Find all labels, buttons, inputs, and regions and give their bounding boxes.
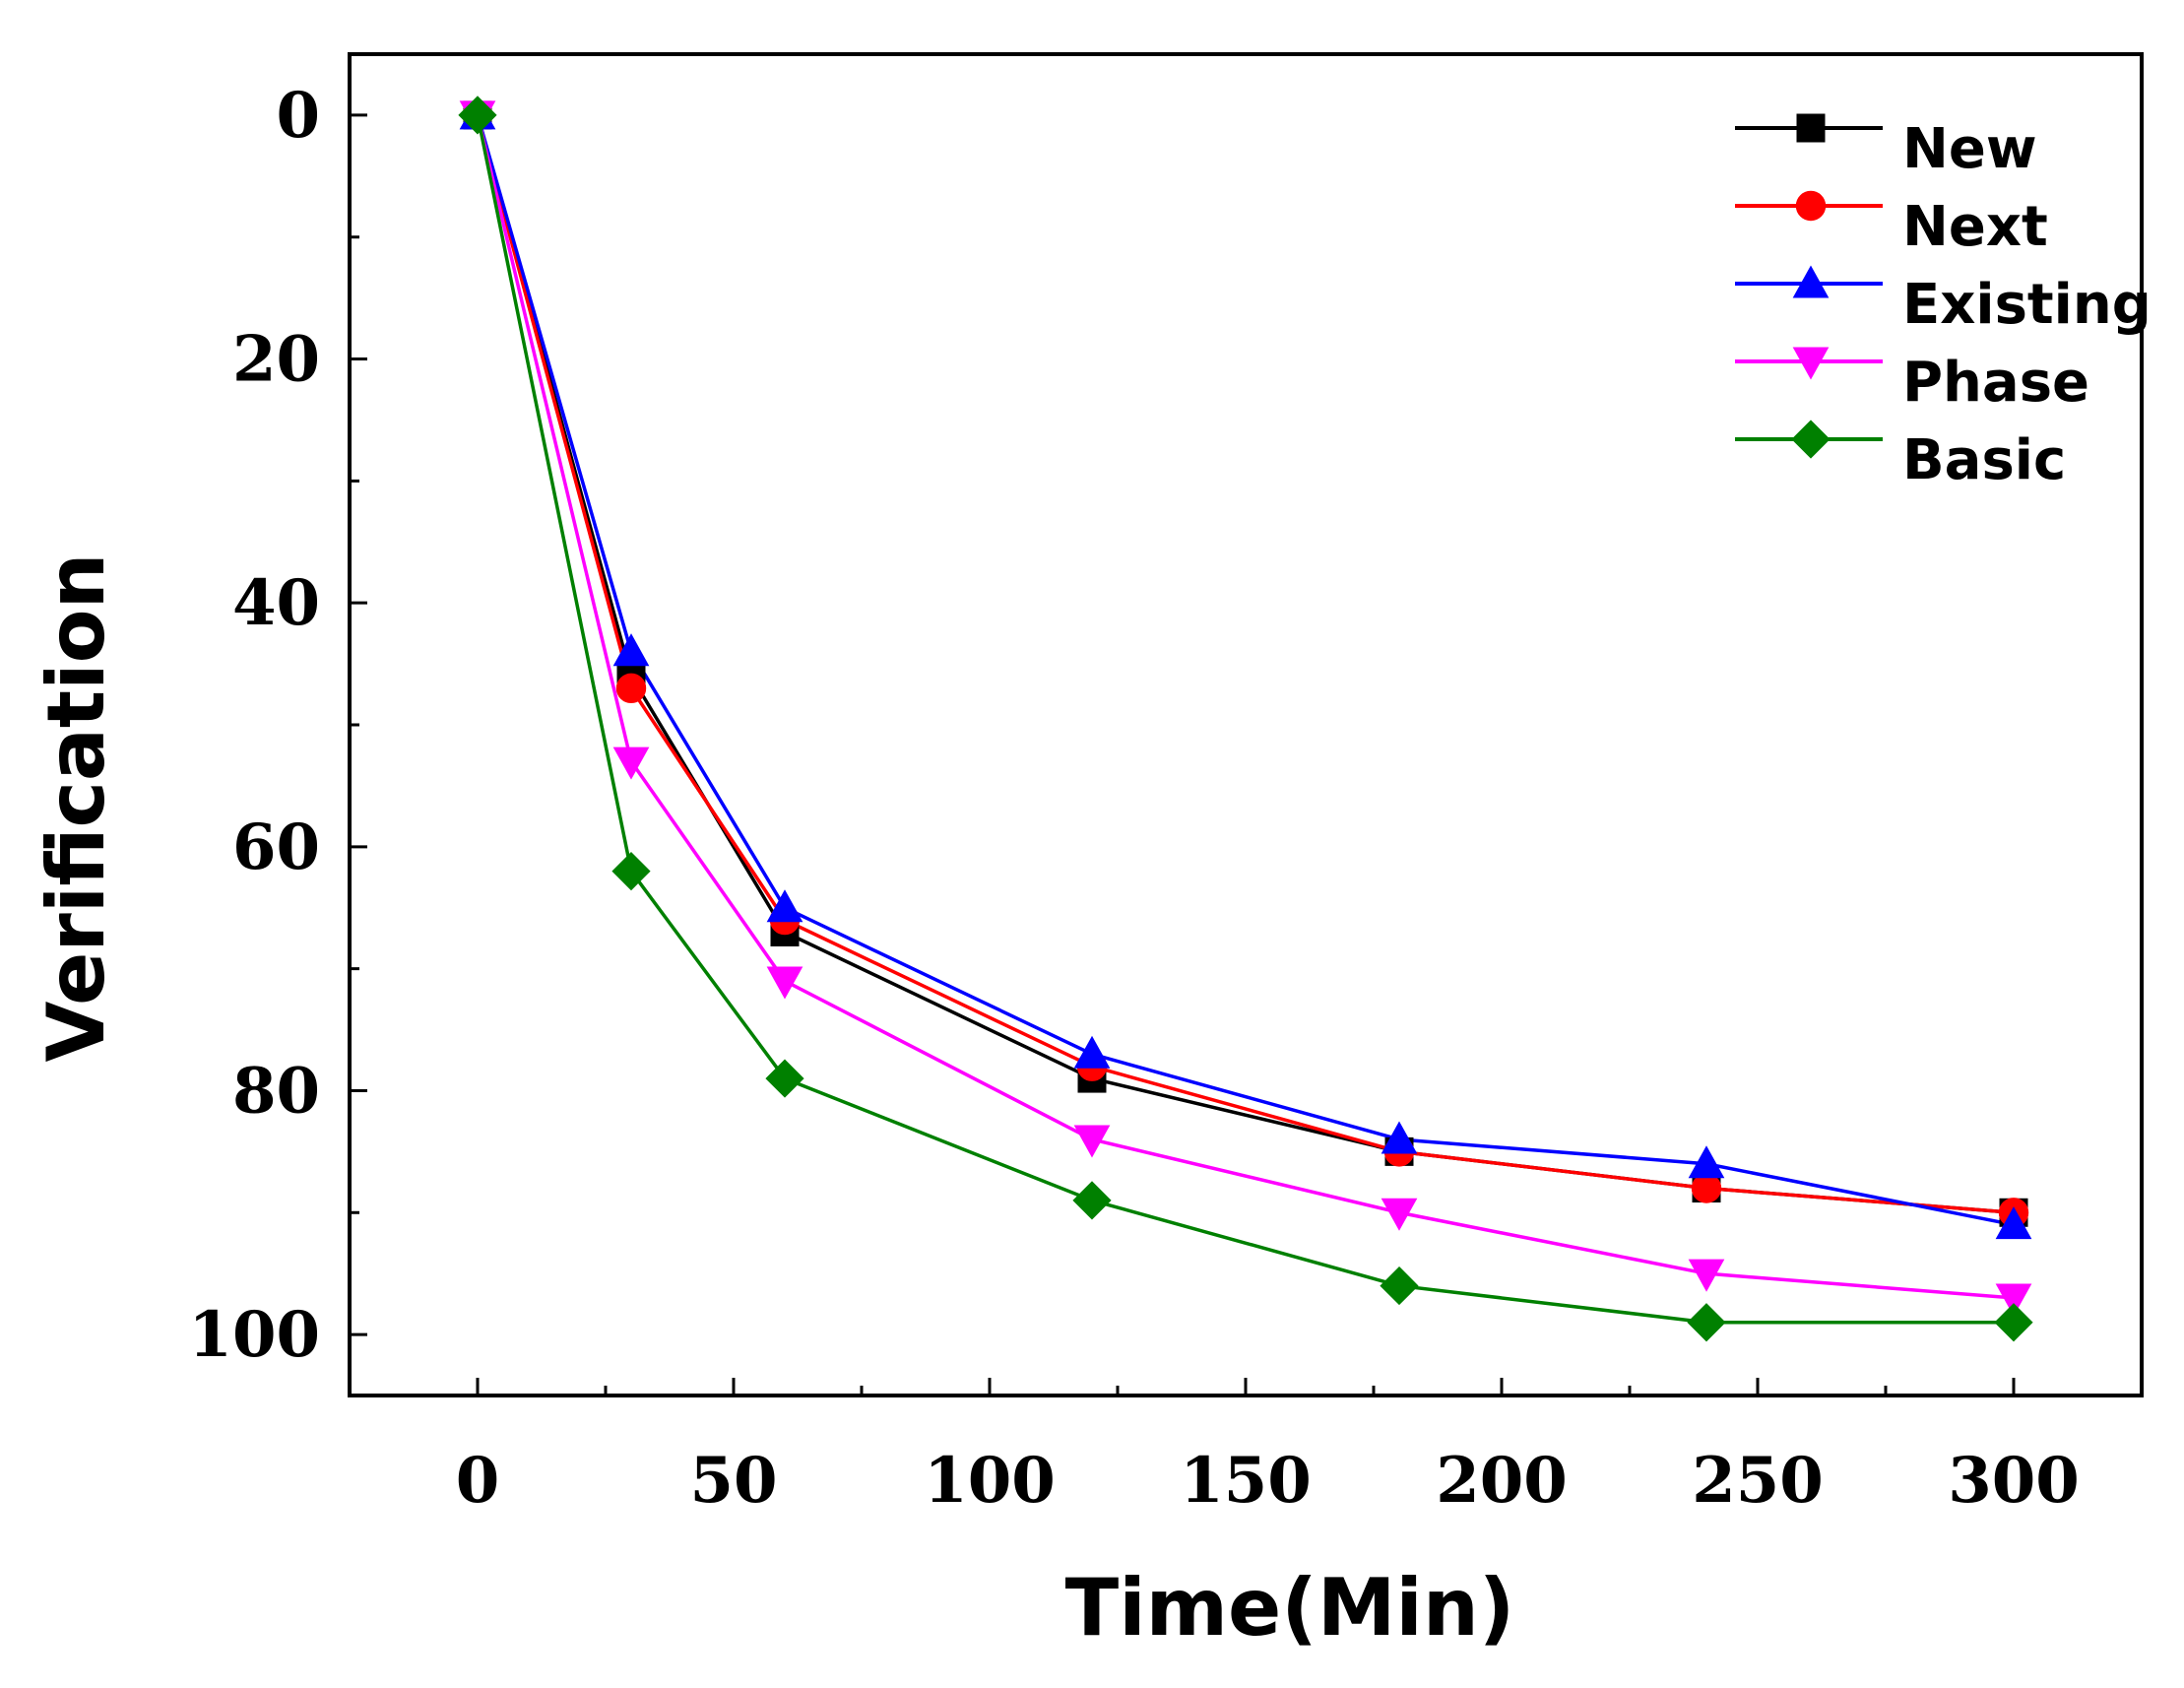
series-markers bbox=[458, 96, 2033, 1342]
data-point-existing bbox=[1688, 1145, 1725, 1179]
series-lines bbox=[476, 114, 2015, 1325]
series-line-existing bbox=[476, 114, 2015, 1227]
y-tick-label: 0 bbox=[276, 79, 320, 153]
data-point-phase bbox=[1073, 1125, 1111, 1158]
legend: New Next Existing Phase Basic bbox=[1735, 113, 2152, 492]
data-point-existing bbox=[612, 633, 650, 667]
series-line-phase bbox=[476, 114, 2015, 1300]
data-point-basic bbox=[1380, 1266, 1419, 1306]
series-line-basic bbox=[476, 114, 2014, 1325]
legend-label-basic: Basic bbox=[1902, 428, 2066, 492]
x-axis-title: Time(Min) bbox=[1065, 1562, 1515, 1654]
x-tick-label: 300 bbox=[1948, 1444, 2080, 1518]
data-point-basic bbox=[1994, 1303, 2033, 1342]
x-tick-label: 100 bbox=[924, 1444, 1056, 1518]
legend-marker-existing bbox=[1792, 265, 1830, 298]
series-line-next bbox=[476, 114, 2015, 1215]
x-tick-label: 50 bbox=[689, 1444, 777, 1518]
data-point-basic bbox=[611, 851, 651, 891]
legend-marker-next bbox=[1795, 190, 1827, 222]
y-axis-title: Verification bbox=[31, 553, 122, 1063]
data-point-existing bbox=[1381, 1121, 1418, 1154]
data-point-phase bbox=[766, 966, 803, 1000]
data-point-basic bbox=[1072, 1181, 1112, 1220]
legend-marker-phase bbox=[1792, 347, 1830, 380]
legend-marker-basic bbox=[1791, 420, 1831, 459]
data-point-existing bbox=[1995, 1206, 2032, 1240]
x-tick-label: 200 bbox=[1436, 1444, 1568, 1518]
y-axis-ticks: 0 20 40 60 80 100 bbox=[188, 79, 367, 1372]
y-tick-label: 60 bbox=[232, 811, 320, 884]
data-point-phase bbox=[1381, 1198, 1418, 1231]
legend-marker-new bbox=[1796, 113, 1826, 143]
x-tick-label: 250 bbox=[1692, 1444, 1824, 1518]
y-minor-ticks bbox=[350, 235, 359, 1214]
x-axis-ticks: 0 50 100 150 200 250 300 bbox=[456, 1378, 2080, 1518]
data-point-phase bbox=[1995, 1283, 2032, 1317]
data-point-next bbox=[615, 673, 647, 704]
legend-label-existing: Existing bbox=[1902, 273, 2152, 337]
x-tick-label: 150 bbox=[1180, 1444, 1312, 1518]
x-minor-ticks bbox=[604, 1386, 1888, 1396]
y-tick-label: 40 bbox=[232, 566, 320, 640]
x-tick-label: 0 bbox=[456, 1444, 500, 1518]
plot-frame bbox=[348, 52, 2144, 1397]
data-point-basic bbox=[1687, 1303, 1726, 1342]
series-line-new bbox=[476, 114, 2015, 1215]
legend-label-phase: Phase bbox=[1902, 351, 2089, 415]
data-point-phase bbox=[612, 747, 650, 780]
data-point-existing bbox=[1073, 1035, 1111, 1069]
y-tick-label: 80 bbox=[232, 1054, 320, 1128]
data-point-basic bbox=[765, 1059, 804, 1098]
legend-label-next: Next bbox=[1902, 195, 2048, 259]
data-point-existing bbox=[766, 889, 803, 923]
data-point-basic bbox=[458, 96, 497, 135]
y-tick-label: 100 bbox=[188, 1298, 320, 1372]
data-point-phase bbox=[1688, 1259, 1725, 1292]
legend-label-new: New bbox=[1902, 117, 2037, 181]
y-tick-label: 20 bbox=[232, 323, 320, 397]
